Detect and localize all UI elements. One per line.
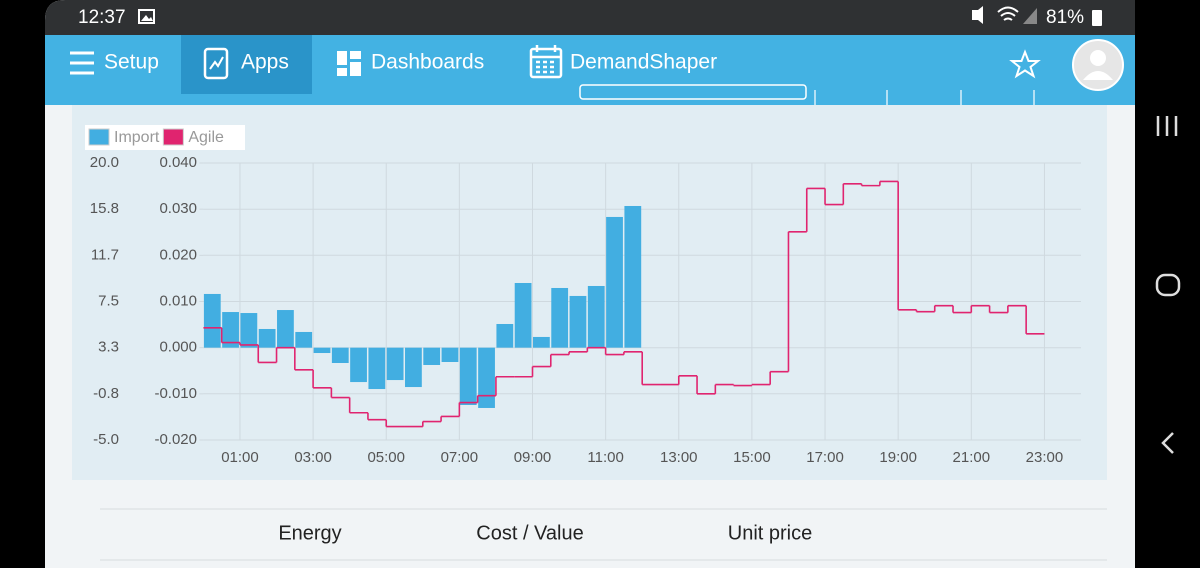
- menu-icon: [70, 51, 94, 75]
- bar: [331, 347, 349, 363]
- star-icon[interactable]: [1009, 49, 1041, 79]
- y2-tick-label: 0.000: [159, 339, 197, 356]
- apps-icon: [203, 47, 229, 80]
- bar: [459, 347, 477, 405]
- nav-item[interactable]: DemandShaper: [570, 51, 717, 74]
- y-tick-label: 20.0: [90, 154, 119, 171]
- dashboards-icon: [337, 51, 361, 76]
- y-tick-label: 15.8: [90, 200, 119, 217]
- legend-label: Agile: [188, 129, 224, 146]
- y2-tick-label: 0.030: [159, 200, 197, 217]
- x-tick-label: 17:00: [806, 449, 844, 466]
- x-tick-label: 23:00: [1026, 449, 1064, 466]
- avatar-body: [1083, 71, 1113, 80]
- bar: [423, 347, 441, 365]
- nav-active-bg: [181, 35, 312, 94]
- x-tick-label: 11:00: [587, 449, 623, 466]
- battery-icon: [1092, 10, 1102, 26]
- bar: [203, 293, 221, 348]
- legend-swatch: [88, 128, 110, 146]
- bar: [496, 323, 514, 348]
- bar: [478, 347, 495, 408]
- x-tick-label: 09:00: [514, 449, 552, 466]
- bar: [350, 347, 367, 383]
- bar: [587, 285, 605, 348]
- calendar-icon: [529, 47, 563, 79]
- image-icon: [138, 9, 155, 24]
- bar: [368, 347, 386, 390]
- bar: [313, 347, 331, 354]
- signal-icon: [1023, 8, 1037, 24]
- status-bar: [45, 0, 1135, 35]
- y-tick-label: -0.8: [93, 385, 119, 402]
- table-header: Unit price: [728, 522, 812, 544]
- x-tick-label: 15:00: [733, 449, 771, 466]
- y2-tick-label: -0.020: [154, 431, 197, 448]
- bar: [551, 287, 569, 348]
- legend-swatch: [162, 128, 184, 146]
- bar: [405, 347, 422, 388]
- mute-icon: [972, 6, 983, 24]
- x-tick-label: 01:00: [221, 449, 259, 466]
- y2-tick-label: 0.010: [159, 292, 197, 309]
- nav-item[interactable]: Setup: [104, 51, 159, 74]
- wifi-icon: [997, 6, 1019, 21]
- bar: [386, 347, 404, 381]
- x-tick-label: 07:00: [441, 449, 479, 466]
- home-button[interactable]: [1155, 273, 1181, 297]
- bar: [606, 216, 623, 348]
- x-tick-label: 13:00: [660, 449, 698, 466]
- y-tick-label: -5.0: [93, 431, 119, 448]
- nav-item[interactable]: Dashboards: [371, 51, 484, 74]
- y2-tick-label: 0.020: [159, 246, 197, 263]
- status-time: 12:37: [78, 7, 126, 28]
- x-tick-label: 03:00: [294, 449, 332, 466]
- bar: [277, 310, 294, 348]
- y2-tick-label: -0.010: [154, 385, 197, 402]
- x-tick-label: 19:00: [879, 449, 917, 466]
- x-tick-label: 05:00: [367, 449, 405, 466]
- y2-tick-label: 0.040: [159, 154, 197, 171]
- y-tick-label: 11.7: [91, 246, 119, 263]
- x-tick-label: 21:00: [953, 449, 991, 466]
- avatar-head: [1090, 50, 1106, 66]
- bar: [533, 336, 550, 348]
- apps-icon-mark: [209, 56, 224, 70]
- bar: [569, 295, 587, 348]
- y-tick-label: 7.5: [98, 292, 119, 309]
- bar: [240, 313, 258, 348]
- cut-off-buttons: [814, 90, 1035, 105]
- back-button[interactable]: [1161, 432, 1174, 454]
- bar: [514, 282, 532, 348]
- y-tick-label: 3.3: [98, 339, 119, 356]
- legend-label: Import: [114, 129, 160, 146]
- bar: [222, 312, 239, 348]
- battery-level: 81%: [1046, 7, 1084, 28]
- nav-item[interactable]: Apps: [241, 51, 289, 74]
- table-header: Energy: [278, 522, 341, 544]
- bar: [258, 328, 276, 348]
- recents-button[interactable]: [1156, 116, 1178, 136]
- table-header: Cost / Value: [476, 522, 583, 544]
- image-icon-mark: [141, 15, 153, 21]
- bar: [441, 347, 459, 362]
- bar: [295, 331, 313, 348]
- bar: [624, 205, 642, 348]
- chart: 20.0 15.8 11.7 7.5 3.3 -0.8 -5.0 0.040 0.030 0.02…: [90, 154, 1081, 466]
- calendar-icon-mark: [531, 45, 561, 74]
- cut-off-input[interactable]: [579, 84, 807, 100]
